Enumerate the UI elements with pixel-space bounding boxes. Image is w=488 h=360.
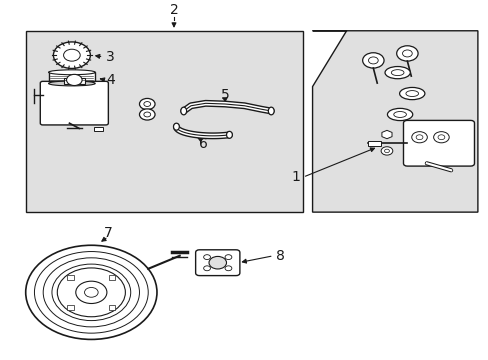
Bar	[67, 275, 74, 280]
Circle shape	[384, 149, 388, 153]
Ellipse shape	[226, 131, 232, 138]
Circle shape	[224, 266, 231, 271]
Circle shape	[203, 266, 210, 271]
Text: 6: 6	[198, 137, 207, 151]
Ellipse shape	[268, 107, 274, 115]
Circle shape	[208, 256, 226, 269]
Circle shape	[402, 50, 411, 57]
Ellipse shape	[384, 67, 409, 79]
Circle shape	[143, 102, 150, 107]
Circle shape	[411, 132, 427, 143]
Bar	[108, 305, 115, 310]
Circle shape	[139, 98, 155, 109]
Circle shape	[415, 135, 422, 140]
Text: 4: 4	[106, 73, 115, 87]
Circle shape	[224, 255, 231, 260]
Circle shape	[380, 147, 392, 155]
Text: 2: 2	[169, 3, 178, 17]
Ellipse shape	[399, 87, 424, 100]
FancyBboxPatch shape	[40, 81, 108, 125]
Text: 3: 3	[106, 50, 115, 64]
Bar	[48, 72, 95, 84]
Bar	[67, 305, 74, 310]
Text: 1: 1	[291, 170, 300, 184]
Circle shape	[433, 132, 448, 143]
Circle shape	[66, 75, 82, 86]
Circle shape	[63, 49, 80, 61]
Ellipse shape	[181, 107, 186, 115]
Ellipse shape	[48, 81, 95, 86]
Circle shape	[26, 245, 157, 339]
Bar	[94, 127, 102, 131]
Bar	[26, 31, 302, 212]
Ellipse shape	[393, 112, 406, 117]
Text: 7: 7	[104, 226, 113, 240]
Ellipse shape	[48, 70, 95, 75]
Bar	[64, 77, 84, 84]
Ellipse shape	[386, 108, 412, 121]
Circle shape	[203, 255, 210, 260]
Circle shape	[53, 42, 90, 68]
Circle shape	[84, 288, 98, 297]
Circle shape	[396, 46, 417, 61]
Ellipse shape	[173, 123, 179, 130]
Circle shape	[76, 281, 107, 303]
Text: 8: 8	[276, 249, 285, 263]
Bar	[108, 275, 115, 280]
Circle shape	[368, 57, 377, 64]
Circle shape	[362, 53, 383, 68]
Circle shape	[437, 135, 444, 140]
Bar	[368, 141, 380, 146]
FancyBboxPatch shape	[403, 120, 473, 166]
Circle shape	[143, 112, 150, 117]
Text: 5: 5	[220, 88, 229, 102]
Circle shape	[139, 109, 155, 120]
Ellipse shape	[390, 69, 403, 76]
FancyBboxPatch shape	[195, 250, 240, 276]
Circle shape	[57, 268, 125, 317]
Ellipse shape	[405, 91, 418, 96]
Polygon shape	[312, 31, 477, 212]
